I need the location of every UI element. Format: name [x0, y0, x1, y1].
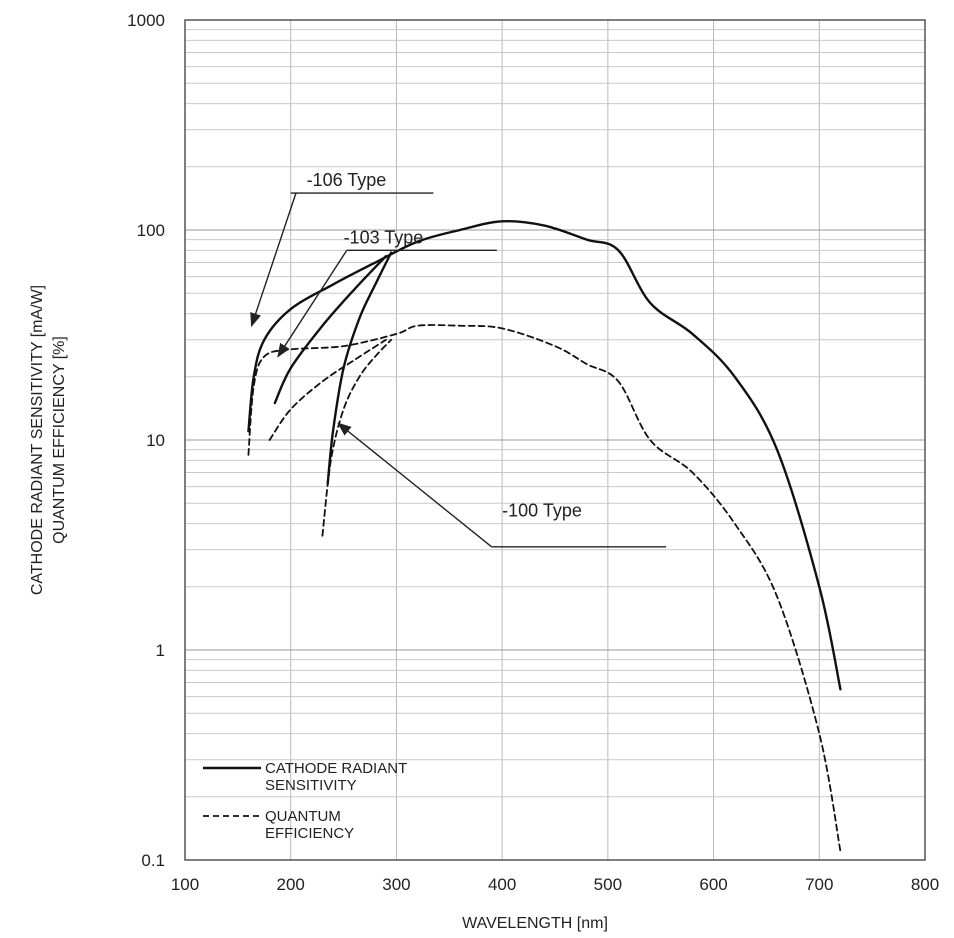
x-tick-label: 700 [805, 875, 833, 894]
annotation-arrow-100-type [337, 422, 493, 548]
annotation-arrow-106-type [250, 192, 297, 328]
y-tick-label: 1000 [127, 11, 165, 30]
y-axis-title: CATHODE RADIANT SENSITIVITY [mA/W] [29, 285, 46, 595]
annotation-label-106-type: -106 Type [307, 170, 387, 190]
x-tick-label: 500 [594, 875, 622, 894]
legend-label: EFFICIENCY [265, 825, 354, 842]
series-line-quantum-efficiency [247, 324, 842, 853]
x-tick-label: 300 [382, 875, 410, 894]
series-line-100-type-radiant [326, 251, 393, 485]
series-layer [247, 219, 842, 853]
series-line-100-type-qe [321, 338, 393, 537]
y-tick-label: 10 [146, 431, 165, 450]
annotation-layer: -106 Type -103 Type -100 Type [250, 170, 666, 548]
legend-label: QUANTUM [265, 808, 341, 825]
legend-label: SENSITIVITY [265, 777, 357, 794]
annotation-label-100-type: -100 Type [502, 501, 582, 521]
x-axis-title: WAVELENGTH [nm] [462, 915, 608, 932]
y-axis-title: QUANTUM EFFICIENCY [%] [51, 336, 68, 544]
series-line-103-type-radiant [273, 255, 388, 405]
annotation-label-103-type: -103 Type [344, 227, 424, 247]
grid [184, 20, 926, 861]
plot-frame [184, 19, 926, 861]
x-tick-label: 800 [911, 875, 939, 894]
y-tick-label: 0.1 [141, 851, 165, 870]
axes: 100 200 300 400 500 600 700 800 0.1 1 10 100 1000 WAV… [29, 11, 939, 932]
y-tick-label: 1 [156, 641, 165, 660]
x-tick-label: 100 [171, 875, 199, 894]
x-tick-label: 200 [277, 875, 305, 894]
series-line-103-type-qe [268, 338, 387, 441]
legend-label: CATHODE RADIANT [265, 760, 407, 777]
y-tick-label: 100 [137, 221, 165, 240]
annotation-arrow-103-type [277, 249, 348, 358]
series-line-cathode-radiant-sensitivity [247, 219, 842, 691]
x-tick-label: 400 [488, 875, 516, 894]
x-tick-label: 600 [699, 875, 727, 894]
